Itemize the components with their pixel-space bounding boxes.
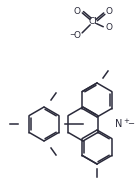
- Text: O: O: [106, 23, 113, 33]
- Text: N: N: [115, 119, 122, 129]
- Text: −: −: [69, 32, 75, 38]
- Text: O: O: [74, 30, 80, 40]
- Text: O: O: [74, 7, 80, 16]
- Text: O: O: [106, 7, 113, 16]
- Text: +: +: [123, 118, 129, 124]
- Text: −: −: [127, 120, 134, 128]
- Text: Cl: Cl: [89, 17, 97, 27]
